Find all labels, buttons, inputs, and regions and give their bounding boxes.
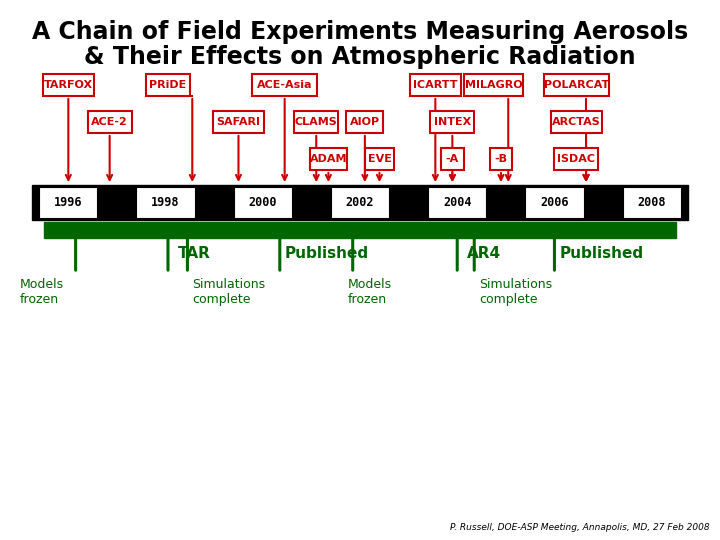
Text: P. Russell, DOE-ASP Meeting, Annapolis, MD, 27 Feb 2008: P. Russell, DOE-ASP Meeting, Annapolis, … — [451, 523, 710, 532]
Text: -B: -B — [495, 154, 508, 164]
Text: Models
frozen: Models frozen — [19, 278, 64, 306]
Bar — [294, 111, 338, 133]
Text: POLARCAT: POLARCAT — [544, 80, 609, 90]
Text: ICARTT: ICARTT — [413, 80, 458, 90]
Bar — [330, 187, 390, 218]
Text: 2004: 2004 — [443, 196, 472, 209]
Bar — [213, 111, 264, 133]
Bar — [441, 148, 464, 170]
Text: 1998: 1998 — [151, 196, 180, 209]
Bar — [136, 187, 194, 218]
Text: A Chain of Field Experiments Measuring Aerosols: A Chain of Field Experiments Measuring A… — [32, 20, 688, 44]
Text: TARFOX: TARFOX — [44, 80, 93, 90]
Bar — [544, 74, 609, 96]
Bar — [44, 222, 676, 238]
Bar — [233, 187, 292, 218]
Bar — [39, 187, 97, 218]
Text: TAR: TAR — [178, 246, 210, 261]
Bar — [526, 187, 584, 218]
Text: ACE-Asia: ACE-Asia — [257, 80, 312, 90]
Bar — [428, 187, 487, 218]
Text: ADAM: ADAM — [310, 154, 347, 164]
Bar — [623, 187, 681, 218]
Bar — [32, 185, 688, 220]
Bar — [551, 111, 602, 133]
Text: CLAMS: CLAMS — [295, 117, 338, 127]
Bar — [146, 74, 190, 96]
Text: EVE: EVE — [367, 154, 392, 164]
Text: AIOP: AIOP — [350, 117, 380, 127]
Text: INTEX: INTEX — [433, 117, 471, 127]
Text: PRiDE: PRiDE — [149, 80, 186, 90]
Bar — [346, 111, 383, 133]
Text: Simulations
complete: Simulations complete — [479, 278, 552, 306]
Text: 2002: 2002 — [346, 196, 374, 209]
Text: Models
frozen: Models frozen — [348, 278, 392, 306]
Text: ACE-2: ACE-2 — [91, 117, 128, 127]
Text: AR4: AR4 — [467, 246, 501, 261]
Text: SAFARI: SAFARI — [217, 117, 261, 127]
Text: 1996: 1996 — [54, 196, 83, 209]
Text: Simulations
complete: Simulations complete — [192, 278, 266, 306]
Text: Published: Published — [284, 246, 369, 261]
Text: ISDAC: ISDAC — [557, 154, 595, 164]
Bar — [252, 74, 318, 96]
Bar — [88, 111, 132, 133]
Text: 2000: 2000 — [248, 196, 277, 209]
Bar — [310, 148, 347, 170]
Bar — [554, 148, 598, 170]
Bar — [431, 111, 474, 133]
Text: 2006: 2006 — [540, 196, 569, 209]
Bar — [464, 74, 523, 96]
Bar — [490, 148, 512, 170]
Text: -A: -A — [446, 154, 459, 164]
Bar — [410, 74, 461, 96]
Text: MILAGRO: MILAGRO — [465, 80, 523, 90]
Text: Published: Published — [559, 246, 644, 261]
Bar — [42, 74, 94, 96]
Text: 2008: 2008 — [637, 196, 666, 209]
Text: & Their Effects on Atmospheric Radiation: & Their Effects on Atmospheric Radiation — [84, 45, 636, 69]
Bar — [364, 148, 395, 170]
Text: ARCTAS: ARCTAS — [552, 117, 600, 127]
